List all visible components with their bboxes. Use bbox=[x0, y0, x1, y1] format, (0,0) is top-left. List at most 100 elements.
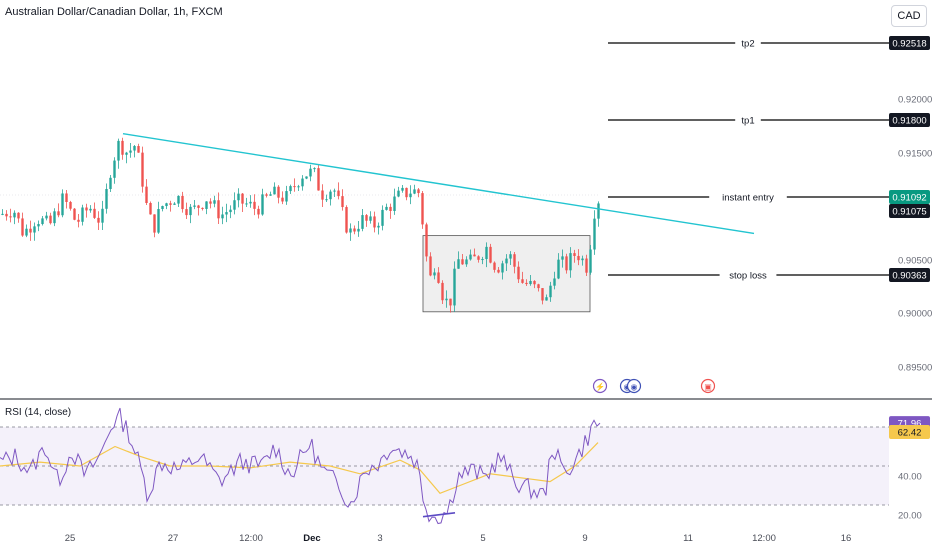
level-label-bg bbox=[719, 269, 777, 281]
candle bbox=[57, 203, 60, 218]
candle-body bbox=[5, 213, 8, 217]
rsi-axis-tick: 20.00 bbox=[898, 511, 922, 522]
candle bbox=[289, 184, 292, 195]
candle bbox=[501, 260, 504, 280]
candle bbox=[301, 175, 304, 191]
candle-body bbox=[145, 186, 148, 204]
candle bbox=[529, 275, 532, 286]
candle bbox=[513, 252, 516, 274]
candle bbox=[249, 195, 252, 208]
candle bbox=[329, 189, 332, 206]
candle bbox=[585, 254, 588, 276]
candle-body bbox=[557, 259, 560, 279]
candle-body bbox=[453, 268, 456, 306]
candle-body bbox=[113, 160, 116, 178]
divergence-line bbox=[422, 512, 456, 518]
candle bbox=[237, 188, 240, 208]
candle-body bbox=[13, 212, 16, 218]
candle-body bbox=[221, 214, 224, 219]
candle bbox=[433, 268, 436, 280]
candle bbox=[233, 192, 236, 215]
candle bbox=[461, 253, 464, 265]
time-axis-tick: Dec bbox=[303, 533, 320, 544]
candle bbox=[313, 167, 316, 173]
candle bbox=[353, 225, 356, 235]
candle bbox=[281, 191, 284, 205]
candle-body bbox=[345, 207, 348, 233]
price-badge bbox=[889, 190, 930, 204]
candle bbox=[189, 203, 192, 224]
candle bbox=[21, 212, 24, 237]
candle bbox=[341, 189, 344, 211]
candle-body bbox=[585, 258, 588, 273]
candle bbox=[13, 210, 16, 225]
candle-body bbox=[249, 201, 252, 204]
candle bbox=[149, 201, 152, 215]
candle bbox=[245, 197, 248, 207]
candle bbox=[269, 191, 272, 196]
candle-body bbox=[413, 189, 416, 194]
candle bbox=[509, 251, 512, 265]
candle-body bbox=[77, 219, 80, 222]
candle-body bbox=[213, 200, 216, 204]
candle-body bbox=[89, 208, 92, 211]
candle bbox=[153, 214, 156, 238]
candle-body bbox=[597, 203, 600, 219]
candle-body bbox=[65, 193, 68, 202]
candle bbox=[173, 202, 176, 205]
candle-body bbox=[169, 203, 172, 205]
candle-body bbox=[69, 201, 72, 209]
candle-body bbox=[93, 208, 96, 218]
candle-body bbox=[369, 216, 372, 221]
candle-body bbox=[493, 262, 496, 270]
candle-body bbox=[325, 199, 328, 201]
candle bbox=[209, 198, 212, 209]
candle bbox=[161, 205, 164, 212]
candles bbox=[1, 137, 600, 313]
candle bbox=[41, 215, 44, 226]
candle-body bbox=[517, 266, 520, 280]
price-axis-tick: 0.91500 bbox=[898, 149, 932, 160]
event-ring bbox=[700, 378, 716, 394]
candle-body bbox=[101, 208, 104, 223]
candle-body bbox=[317, 168, 320, 191]
candle bbox=[537, 283, 540, 292]
rsi-axis-tick: 40.00 bbox=[898, 472, 922, 483]
candle-body bbox=[473, 254, 476, 257]
candle-body bbox=[505, 258, 508, 264]
candle-body bbox=[73, 208, 76, 220]
current-price-badge bbox=[889, 204, 930, 218]
candle-body bbox=[293, 186, 296, 188]
candle-body bbox=[81, 207, 84, 222]
lightning-event-icon[interactable]: ⚡ bbox=[592, 378, 608, 394]
candle bbox=[505, 254, 508, 272]
candle bbox=[73, 207, 76, 221]
candle-body bbox=[497, 269, 500, 273]
candle bbox=[445, 290, 448, 308]
currency-button[interactable]: CAD bbox=[891, 5, 927, 27]
calendar-event-icon[interactable]: ▣ bbox=[700, 378, 716, 394]
candle bbox=[113, 157, 116, 184]
candle-body bbox=[269, 194, 272, 196]
candle-body bbox=[577, 255, 580, 261]
candle bbox=[597, 201, 600, 227]
candle bbox=[185, 202, 188, 219]
candle bbox=[357, 220, 360, 237]
candle bbox=[325, 194, 328, 203]
time-axis: 25 27 12:00 Dec 3 5 9 11 12:00 16 bbox=[65, 533, 852, 544]
candle bbox=[141, 146, 144, 193]
price-axis: 0.92000 0.91500 0.90500 0.90000 0.89500 bbox=[898, 95, 932, 374]
level-stop-loss: stop loss 0.90363 bbox=[608, 268, 930, 282]
candle-body bbox=[545, 297, 548, 301]
event-icons[interactable]: ⚡◉◉▣ bbox=[592, 378, 716, 394]
candle-body bbox=[349, 228, 352, 233]
candle bbox=[69, 200, 72, 211]
candle-body bbox=[161, 206, 164, 210]
candle bbox=[121, 137, 124, 160]
country-flag-icon[interactable]: ◉ bbox=[626, 378, 642, 394]
candle-body bbox=[421, 193, 424, 225]
candle bbox=[417, 188, 420, 198]
rsi-title: RSI (14, close) bbox=[5, 407, 72, 418]
